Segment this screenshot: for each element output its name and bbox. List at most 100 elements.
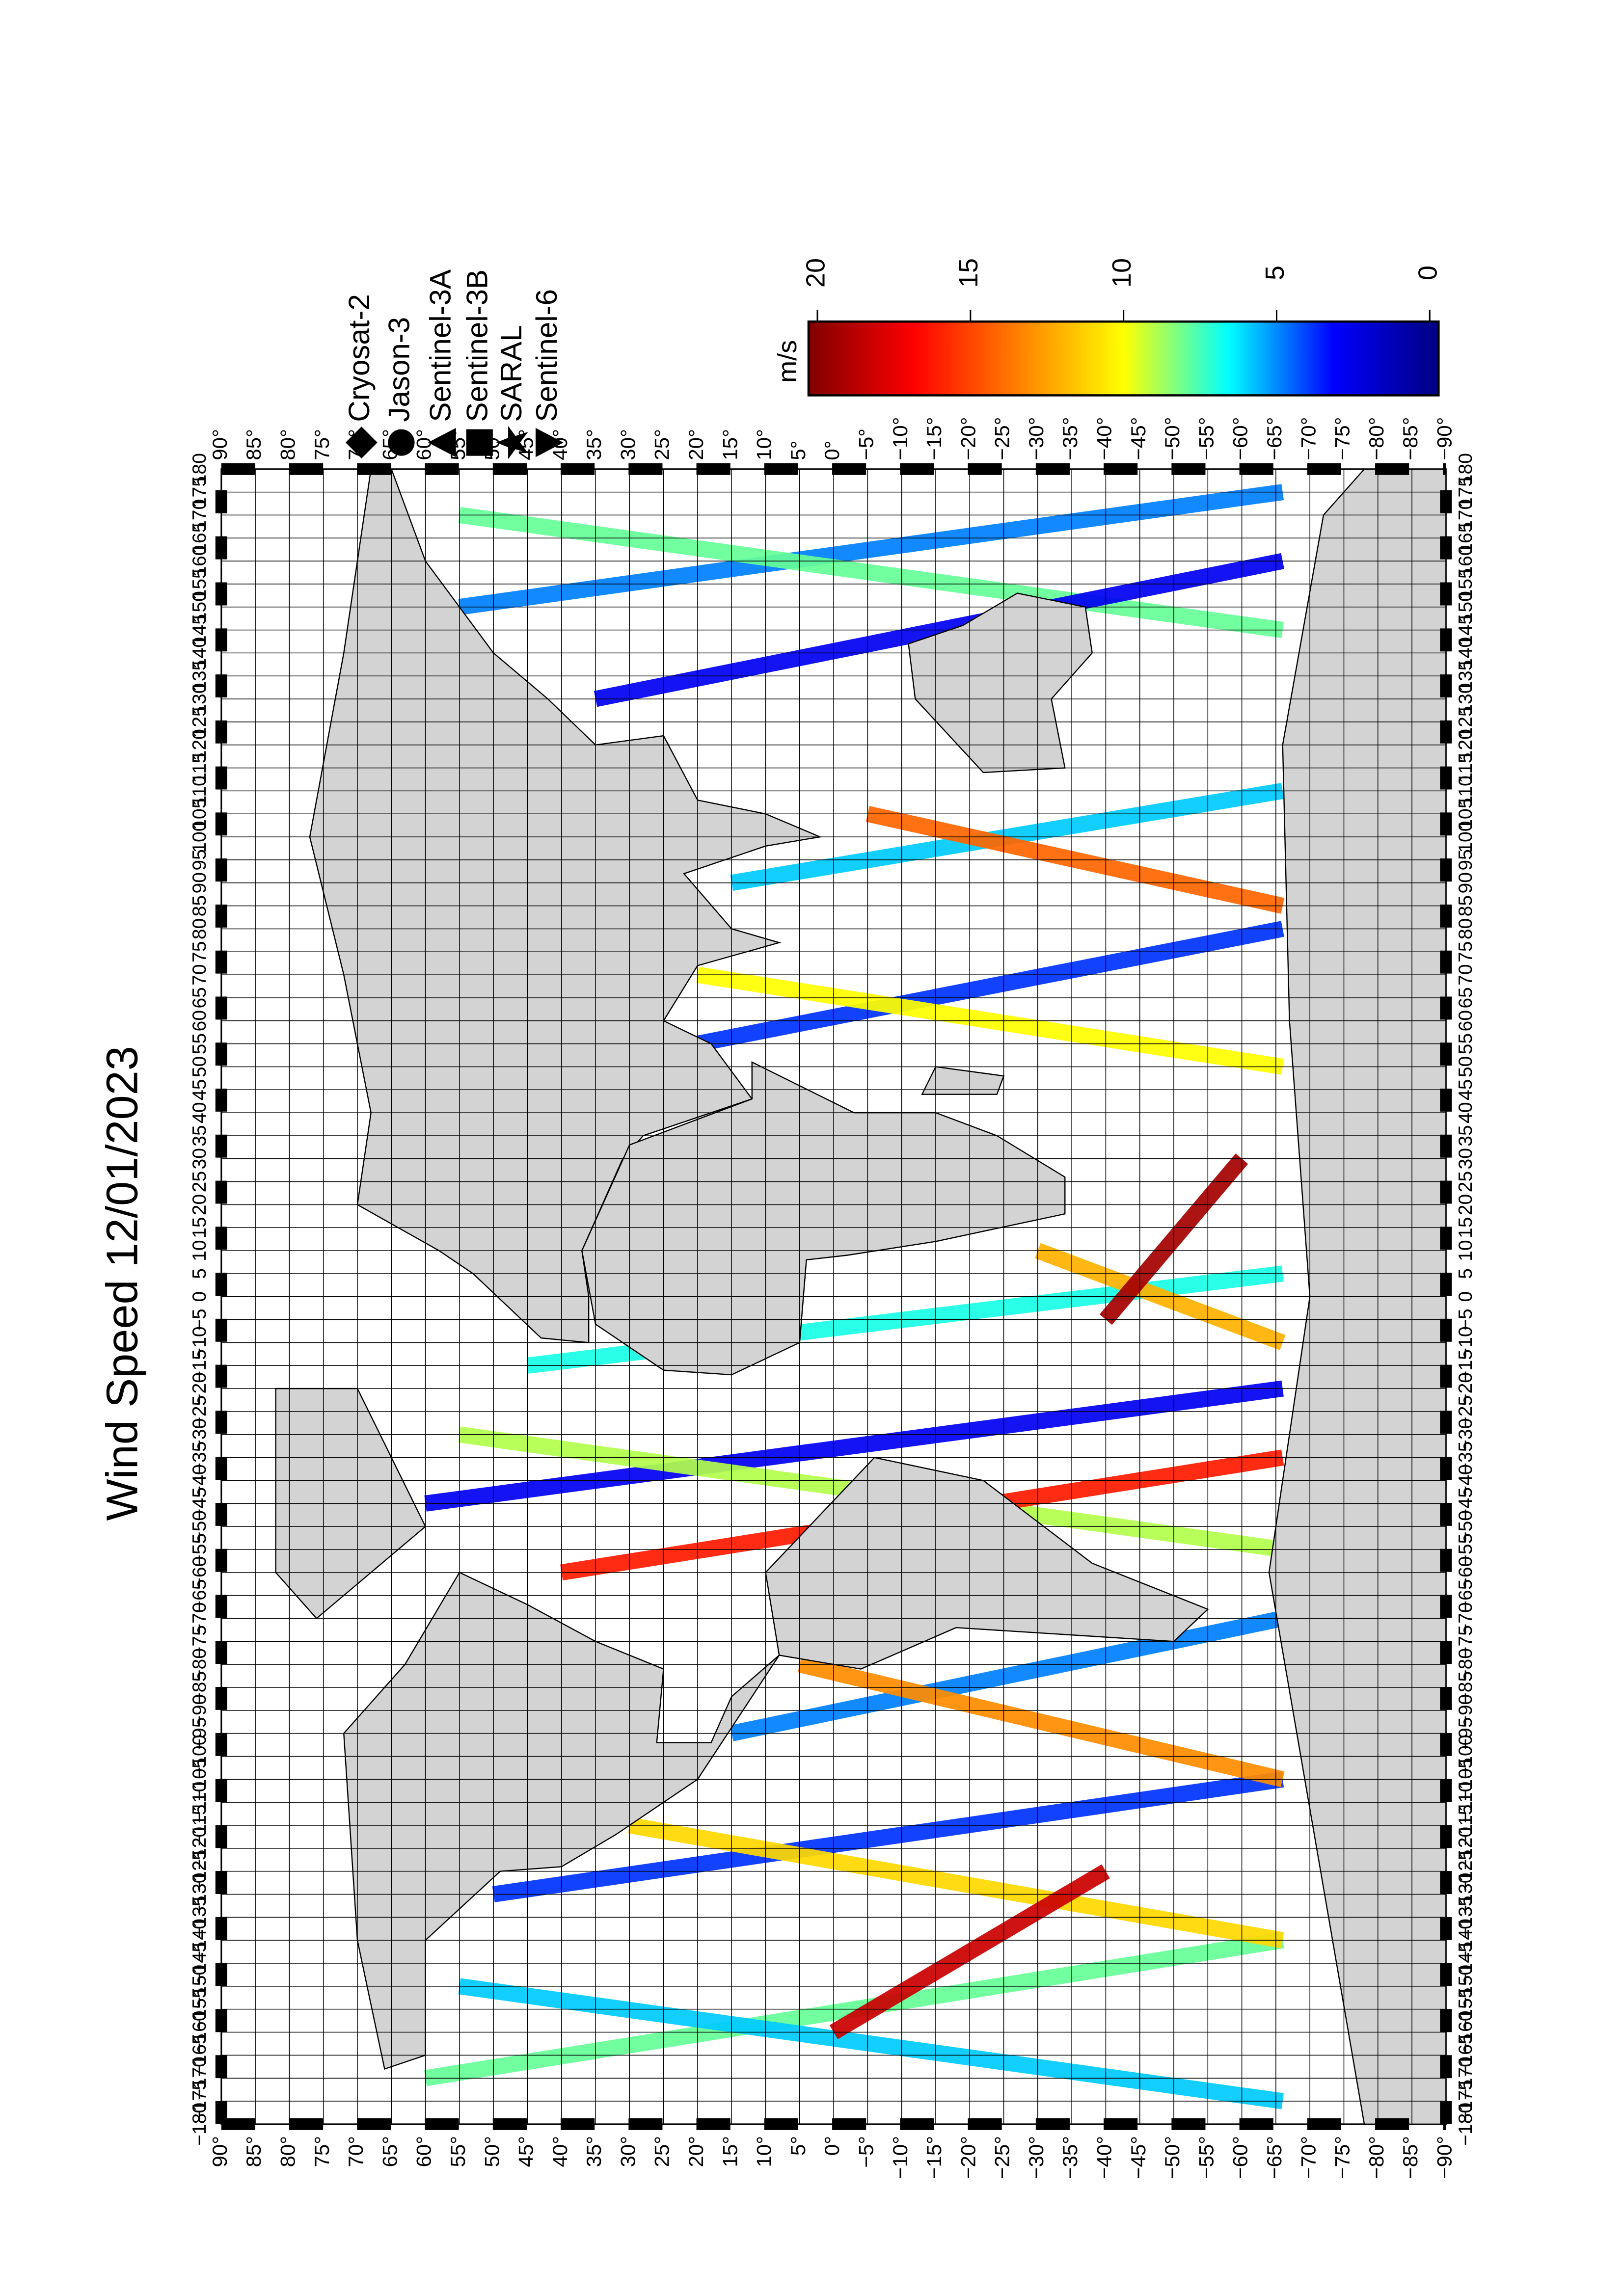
y-tick-label: −10° [889,2136,912,2179]
y-tick-label: 5° [786,440,810,460]
x-tick-label: 175 [1455,476,1476,508]
x-tick-label: −25 [189,1395,210,1428]
y-tick-label: −40° [1093,2136,1116,2179]
x-tick-label: 140 [189,637,210,669]
x-tick-label: −75 [1455,1625,1476,1657]
x-tick-label: −145 [189,1942,210,1985]
x-tick-label: 120 [1455,729,1476,761]
y-tick-label: 25° [650,2136,674,2167]
x-tick-label: 170 [189,499,210,531]
x-tick-label: 15 [1455,1217,1476,1238]
colorbar-tick-label: 15 [954,258,983,288]
y-tick-label: −60° [1229,2136,1252,2179]
legend-label: Jason-3 [382,317,415,422]
y-tick-label: 30° [616,2136,639,2167]
x-tick-label: −125 [189,1850,210,1893]
y-tick-label: 70° [344,2136,367,2167]
y-tick-label: 55° [446,2136,469,2167]
legend-label: Sentinel-3A [424,269,457,422]
x-tick-label: 80 [1455,918,1476,939]
y-tick-label: −75° [1331,2136,1354,2179]
legend-marker [345,427,378,459]
x-tick-label: −155 [189,1988,210,2031]
x-tick-label: −65 [1455,1579,1476,1612]
y-tick-label: −90° [1433,2136,1456,2179]
y-tick-label: 90° [208,2136,231,2167]
x-tick-label: −40 [1455,1464,1476,1496]
x-tick-label: 80 [189,918,210,939]
x-tick-label: 130 [189,683,210,715]
legend-label: Sentinel-3B [461,269,494,422]
legend-marker [388,429,415,456]
x-tick-label: 130 [1455,683,1476,715]
x-tick-label: 160 [189,545,210,577]
x-tick-label: 135 [1455,660,1476,692]
x-tick-label: −15 [189,1349,210,1382]
x-tick-label: 70 [1455,964,1476,985]
x-tick-label: −75 [189,1625,210,1657]
x-tick-label: 140 [1455,637,1476,669]
y-tick-label: −90° [1433,417,1456,460]
x-tick-label: −25 [1455,1395,1476,1428]
colorbar-label: m/s [773,340,802,383]
legend-marker [428,427,456,457]
x-tick-label: 150 [1455,591,1476,623]
x-tick-label: 110 [189,775,210,806]
x-tick-label: −170 [189,2056,210,2100]
legend-marker [535,427,564,457]
x-tick-label: 70 [189,964,210,985]
colorbar-tick-label: 20 [801,258,830,288]
wind-track [458,1978,1284,2109]
y-tick-label: 0° [820,440,843,460]
y-tick-label: −20° [956,2136,979,2179]
x-tick-label: −80 [189,1648,210,1681]
y-tick-label: −70° [1297,2136,1320,2179]
x-tick-label: −20 [1455,1372,1476,1405]
x-tick-label: −70 [1455,1602,1476,1634]
x-tick-label: 95 [189,849,210,870]
x-tick-label: 5 [1455,1268,1476,1279]
x-tick-label: 30 [1455,1148,1476,1169]
x-tick-label: −180 [189,2103,210,2146]
y-tick-label: −45° [1127,417,1150,460]
x-tick-label: −30 [1455,1418,1476,1451]
x-tick-label: 50 [1455,1056,1476,1077]
x-tick-label: −10 [189,1326,210,1359]
x-tick-label: −45 [189,1487,210,1520]
y-tick-label: −80° [1365,2136,1388,2179]
x-tick-label: 0 [1455,1291,1476,1302]
colorbar-tick-label: 10 [1107,258,1136,288]
y-tick-label: 10° [753,2136,776,2167]
colorbar-tick-label: 5 [1260,266,1290,280]
x-tick-label: 45 [1455,1079,1476,1100]
x-tick-label: −130 [1455,1873,1476,1916]
y-tick-label: −75° [1331,417,1354,460]
y-tick-label: −50° [1161,2136,1184,2179]
x-tick-label: 165 [189,522,210,554]
x-tick-label: −175 [1455,2080,1476,2123]
x-tick-label: −85 [1455,1671,1476,1704]
y-tick-label: −30° [1025,2136,1048,2179]
x-tick-label: −115 [189,1804,210,1846]
x-tick-label: 180 [1455,453,1476,485]
x-tick-label: −35 [1455,1442,1476,1474]
x-tick-label: −150 [1455,1965,1476,2008]
x-tick-label: 15 [189,1217,210,1238]
x-tick-label: −140 [1455,1919,1476,1962]
x-tick-label: −40 [189,1464,210,1496]
legend-marker [496,426,528,459]
y-tick-label: 10° [753,429,776,460]
y-tick-label: −65° [1263,2136,1286,2179]
x-tick-label: −30 [189,1418,210,1451]
land [908,592,1093,774]
wind-track [492,1771,1284,1902]
y-tick-label: 15° [718,429,741,460]
x-tick-label: 45 [189,1079,210,1100]
y-tick-label: −5° [854,428,877,460]
x-tick-label: −175 [189,2080,210,2123]
x-tick-label: 105 [1455,798,1476,830]
x-tick-label: −55 [189,1533,210,1566]
x-tick-label: −60 [1455,1556,1476,1589]
y-tick-label: 15° [718,2136,741,2167]
y-tick-label: −15° [922,417,946,460]
